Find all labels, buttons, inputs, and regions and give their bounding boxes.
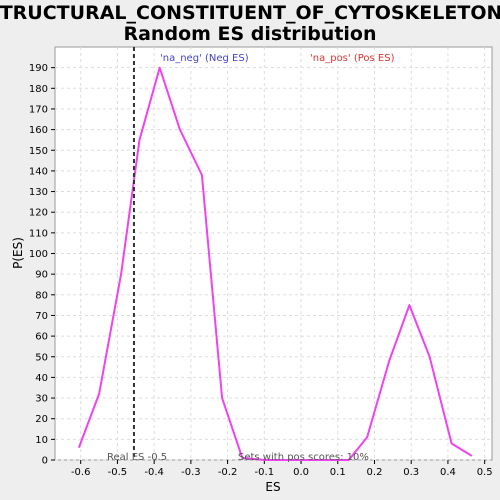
x-tick-label: -0.4 xyxy=(144,467,164,478)
legend-neg: 'na_neg' (Neg ES) xyxy=(160,53,249,64)
pos-scores-label: Sets with pos scores: 10% xyxy=(238,452,369,463)
y-tick-label: 80 xyxy=(35,290,48,301)
legend-pos: 'na_pos' (Pos ES) xyxy=(310,53,395,64)
y-axis-label: P(ES) xyxy=(11,237,25,269)
y-axis: 0 10 20 30 40 50 60 70 80 90 100 110 120 130 140 150 160… xyxy=(29,63,55,467)
chart-title-line1: STRUCTURAL_CONSTITUENT_OF_CYTOSKELETON: xyxy=(0,2,500,24)
y-tick-label: 130 xyxy=(29,187,48,198)
x-tick-label: 0.2 xyxy=(367,467,383,478)
y-tick-label: 110 xyxy=(29,228,48,239)
y-tick-label: 60 xyxy=(35,332,48,343)
y-tick-label: 150 xyxy=(29,146,48,157)
y-tick-label: 90 xyxy=(35,270,48,281)
real-es-label: Real ES -0.5 xyxy=(107,452,167,463)
y-tick-label: 160 xyxy=(29,125,48,136)
y-tick-label: 100 xyxy=(29,249,48,260)
x-tick-label: 0.0 xyxy=(293,467,309,478)
y-tick-label: 120 xyxy=(29,208,48,219)
x-tick-label: 0.4 xyxy=(440,467,456,478)
y-tick-label: 20 xyxy=(35,414,48,425)
x-tick-label: -0.1 xyxy=(255,467,275,478)
chart-title-line2: Random ES distribution xyxy=(123,23,376,45)
y-tick-label: 40 xyxy=(35,373,48,384)
x-tick-label: -0.6 xyxy=(71,467,91,478)
x-axis-label: ES xyxy=(265,480,280,494)
y-tick-label: 0 xyxy=(42,456,48,467)
x-tick-label: -0.5 xyxy=(108,467,128,478)
x-tick-label: 0.5 xyxy=(477,467,493,478)
grid-lines xyxy=(55,47,492,461)
x-tick-label: 0.1 xyxy=(330,467,346,478)
y-tick-label: 180 xyxy=(29,84,48,95)
y-tick-label: 170 xyxy=(29,104,48,115)
y-tick-label: 30 xyxy=(35,394,48,405)
y-tick-label: 70 xyxy=(35,311,48,322)
x-tick-label: 0.3 xyxy=(403,467,419,478)
y-tick-label: 190 xyxy=(29,63,48,74)
y-tick-label: 10 xyxy=(35,435,48,446)
y-tick-label: 50 xyxy=(35,352,48,363)
x-tick-label: -0.3 xyxy=(181,467,201,478)
y-tick-label: 140 xyxy=(29,166,48,177)
x-axis: -0.6 -0.5 -0.4 -0.3 -0.2 -0.1 0.0 0.1 0.2 0.3 0.4 0… xyxy=(71,460,493,478)
series-group xyxy=(77,66,473,461)
x-tick-label: -0.2 xyxy=(218,467,238,478)
series-line xyxy=(77,66,473,461)
